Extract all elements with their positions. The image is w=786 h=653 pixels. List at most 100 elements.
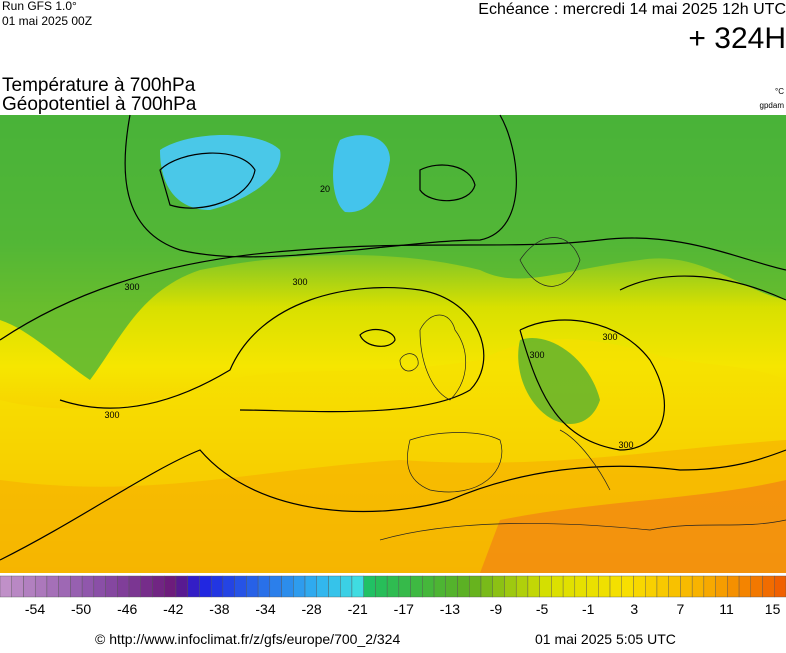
colorbar-swatch (328, 575, 341, 598)
colorbar-swatch (457, 575, 470, 598)
colorbar-swatch (304, 575, 317, 598)
colorbar-swatch (562, 575, 576, 598)
colorbar-swatch (492, 575, 505, 598)
colorbar-swatch (246, 575, 259, 598)
coastlines (379, 237, 786, 541)
colorbar-swatch (23, 575, 36, 598)
colorbar-swatch (351, 575, 364, 598)
colorbar-swatch (140, 575, 153, 598)
colorbar-swatch (340, 575, 353, 598)
colorbar-swatch (257, 575, 271, 598)
colorbar-swatch (93, 575, 106, 598)
colorbar-swatch (656, 575, 669, 598)
colorbar-swatch (645, 575, 658, 598)
colorbar-swatch (281, 575, 294, 598)
colorbar-swatch (445, 575, 458, 598)
geopotential-contours (0, 114, 786, 561)
colorbar-swatch (774, 575, 786, 598)
run-date: 01 mai 2025 00Z (2, 14, 92, 28)
cold-core (333, 135, 390, 213)
colorbar-swatch (398, 575, 411, 598)
colorbar-swatch (199, 575, 212, 598)
colorbar-swatch (715, 575, 728, 598)
map-title: Température à 700hPa (2, 75, 196, 96)
map-title: Géopotentiel à 700hPa (2, 94, 197, 115)
run-label: Run GFS 1.0° (2, 0, 77, 13)
colorbar-label: -38 (209, 601, 229, 617)
colorbar-swatch (527, 575, 540, 598)
contour-label: 300 (124, 282, 139, 292)
cold-pool (518, 338, 600, 424)
colorbar-swatch (128, 575, 141, 598)
colorbar-label: -13 (440, 601, 460, 617)
valid-time: Echéance : mercredi 14 mai 2025 12h UTC (478, 1, 786, 18)
colorbar-swatch (175, 575, 188, 598)
colorbar-swatch (738, 575, 752, 598)
colorbar-swatch (480, 575, 493, 598)
colorbar-swatch (598, 575, 611, 598)
colorbar-label: -46 (117, 601, 137, 617)
colorbar-label: 11 (719, 601, 734, 617)
colorbar-label: -50 (71, 601, 91, 617)
contour-label: 300 (104, 410, 119, 420)
colorbar-swatch (410, 575, 423, 598)
colorbar-label: -21 (348, 601, 368, 617)
colorbar-swatch (293, 575, 306, 598)
colorbar-label: -28 (301, 601, 321, 617)
colorbar-swatch (375, 575, 388, 598)
colorbar-swatch (551, 575, 564, 598)
colorbar-swatch (0, 575, 12, 598)
source-url: © http://www.infoclimat.fr/z/gfs/europe/… (95, 631, 400, 647)
colorbar-swatch (703, 575, 716, 598)
colorbar-swatch (680, 575, 693, 598)
colorbar-swatch (269, 575, 282, 598)
generated-time: 01 mai 2025 5:05 UTC (535, 631, 676, 647)
colorbar-label: -5 (536, 601, 549, 617)
colorbar-label: -1 (582, 601, 595, 617)
colorbar-label: -34 (255, 601, 275, 617)
colorbar-swatch (11, 575, 24, 598)
colorbar-swatch (762, 575, 775, 598)
contour-labels: 300 300 300 300 300 300 20 (104, 184, 633, 450)
colorbar-label: 7 (677, 601, 685, 617)
map-area (0, 114, 786, 573)
colorbar-swatch (515, 575, 529, 598)
cold-core (160, 135, 281, 210)
colorbar-label: 15 (765, 601, 781, 617)
colorbar-swatch (234, 575, 247, 598)
colorbar-swatch (586, 575, 599, 598)
hot-region (480, 480, 786, 573)
contour-label: 300 (529, 350, 544, 360)
colorbar-swatch (164, 575, 177, 598)
unit-label: gpdam (760, 101, 785, 110)
colorbar-swatch (363, 575, 376, 598)
colorbar-swatch (727, 575, 740, 598)
colorbar-swatch (668, 575, 681, 598)
colorbar-swatch (433, 575, 446, 598)
colorbar-swatch (386, 575, 400, 598)
colorbar-swatch (750, 575, 763, 598)
colorbar-swatch (609, 575, 622, 598)
colorbar-swatch (469, 575, 482, 598)
colorbar-label: -17 (394, 601, 414, 617)
colorbar-swatch (105, 575, 118, 598)
lead-time: + 324H (688, 22, 786, 55)
colorbar-swatch (210, 575, 224, 598)
unit-label: °C (775, 87, 784, 96)
colorbar-swatch (316, 575, 329, 598)
colorbar-swatch (46, 575, 59, 598)
contour-label: 300 (292, 277, 307, 287)
colorbar-label: -9 (490, 601, 503, 617)
contour-label: 300 (618, 440, 633, 450)
colorbar-label: -54 (25, 601, 45, 617)
colorbar-swatch (222, 575, 235, 598)
colorbar-swatch (34, 575, 48, 598)
colorbar-swatch (81, 575, 95, 598)
colorbar-swatch (539, 575, 552, 598)
colorbar-swatch (58, 575, 71, 598)
colorbar-swatch (633, 575, 646, 598)
colorbar-swatch (574, 575, 587, 598)
colorbar-label: -42 (163, 601, 183, 617)
